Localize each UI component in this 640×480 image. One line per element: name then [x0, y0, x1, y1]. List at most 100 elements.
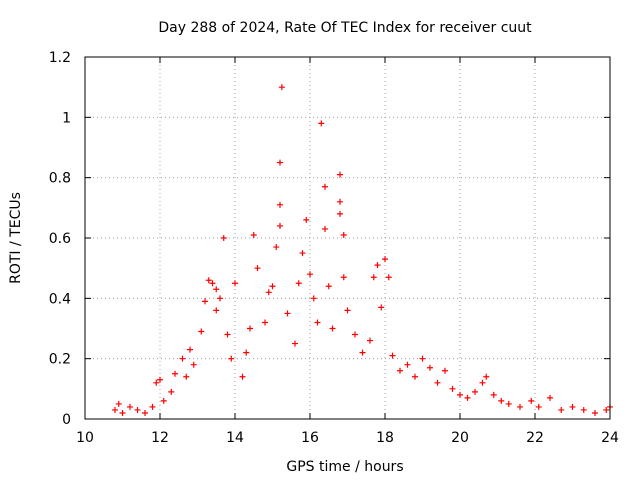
data-point — [224, 331, 231, 338]
data-point — [303, 216, 310, 223]
y-tick-label: 0 — [62, 412, 71, 428]
x-axis-ticks: 10 12 14 16 18 20 22 24 — [76, 57, 619, 446]
data-point — [265, 289, 272, 296]
data-point — [179, 355, 186, 362]
x-tick-label: 22 — [526, 430, 544, 446]
data-point — [277, 222, 283, 229]
grid-lines — [85, 57, 610, 419]
data-point — [198, 328, 205, 335]
data-point — [318, 120, 325, 127]
data-point — [273, 244, 280, 251]
plot-frame — [84, 56, 611, 420]
data-point — [337, 171, 343, 178]
data-point — [217, 295, 223, 302]
data-point — [284, 310, 291, 317]
data-point — [449, 385, 456, 392]
data-point — [325, 283, 332, 290]
data-point — [142, 409, 148, 416]
data-point — [183, 373, 190, 380]
data-point — [277, 159, 283, 166]
data-point — [157, 376, 163, 383]
data-point — [112, 406, 118, 413]
data-point — [427, 364, 433, 371]
data-point — [322, 225, 328, 232]
data-point — [149, 403, 156, 410]
data-point — [228, 355, 235, 362]
x-tick-label: 18 — [376, 430, 394, 446]
data-point — [153, 379, 160, 386]
y-axis-label: ROTI / TECUs — [8, 192, 24, 284]
data-point — [310, 295, 317, 302]
data-point — [247, 325, 253, 332]
data-point — [307, 271, 313, 278]
y-tick-label: 1.2 — [49, 50, 71, 66]
data-point — [213, 286, 220, 293]
data-point — [419, 355, 426, 362]
data-point — [378, 304, 385, 311]
data-point — [187, 346, 193, 353]
data-point — [205, 277, 212, 284]
y-tick-label: 0.4 — [49, 291, 71, 307]
data-point — [250, 231, 257, 238]
data-point — [134, 406, 141, 413]
data-point — [220, 235, 227, 241]
data-point — [370, 274, 377, 281]
x-tick-label: 12 — [151, 430, 169, 446]
data-point — [569, 403, 576, 410]
data-point — [442, 367, 448, 374]
y-tick-label: 0.6 — [49, 231, 71, 247]
data-point — [232, 280, 238, 287]
data-point — [299, 250, 306, 257]
data-point — [535, 403, 542, 410]
data-point — [190, 361, 197, 368]
data-point — [404, 361, 411, 368]
data-point — [213, 307, 220, 314]
y-tick-label: 0.8 — [49, 171, 71, 187]
x-axis-label: GPS time / hours — [286, 459, 403, 475]
y-tick-label: 1 — [62, 110, 71, 126]
y-axis-ticks: 0 0.2 0.4 0.6 0.8 1 1.2 — [49, 50, 610, 428]
chart-title: Day 288 of 2024, Rate Of TEC Index for r… — [158, 20, 532, 36]
data-point — [352, 331, 358, 338]
data-point — [464, 394, 471, 401]
data-points — [112, 84, 613, 416]
data-point — [389, 352, 396, 359]
data-point — [457, 391, 463, 398]
data-point — [517, 403, 523, 410]
data-point — [359, 349, 366, 356]
data-point — [278, 84, 285, 91]
data-point — [603, 406, 610, 413]
data-point — [385, 274, 392, 281]
data-point — [340, 231, 347, 238]
data-point — [168, 388, 175, 395]
data-point — [547, 394, 553, 401]
data-point — [329, 325, 336, 332]
data-point — [479, 379, 486, 386]
data-point — [314, 319, 321, 326]
data-point — [172, 370, 178, 377]
data-point — [558, 406, 565, 413]
data-point — [239, 373, 246, 380]
data-point — [340, 274, 347, 281]
data-point — [295, 280, 302, 287]
data-point — [490, 391, 497, 398]
data-point — [127, 403, 133, 410]
data-point — [498, 397, 505, 404]
data-point — [262, 319, 268, 326]
data-point — [254, 265, 261, 272]
data-point — [160, 397, 167, 404]
data-point — [472, 388, 478, 395]
y-tick-label: 0.2 — [49, 352, 71, 368]
data-point — [412, 373, 418, 380]
x-tick-label: 10 — [76, 430, 94, 446]
data-point — [580, 406, 587, 413]
data-point — [434, 379, 441, 386]
x-tick-label: 16 — [301, 430, 319, 446]
data-point — [397, 367, 403, 374]
x-tick-label: 24 — [601, 430, 619, 446]
data-point — [269, 283, 276, 290]
data-point — [277, 201, 283, 208]
data-point — [243, 349, 250, 356]
data-point — [292, 340, 298, 347]
